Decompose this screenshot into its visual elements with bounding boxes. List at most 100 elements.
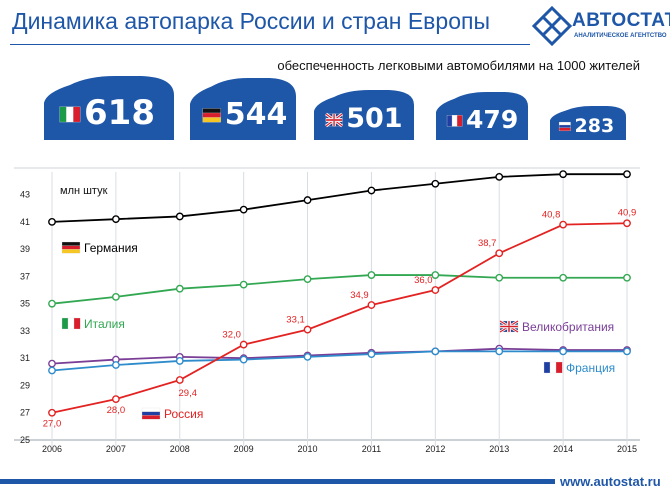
- data-point: [111, 395, 120, 404]
- series-франция: [48, 347, 631, 375]
- germany-flag: [61, 241, 81, 254]
- x-tick-label: 2012: [425, 444, 445, 454]
- legend-label-россия: Россия: [164, 407, 203, 421]
- y-tick-label: 37: [20, 271, 30, 281]
- data-point: [303, 325, 312, 334]
- data-point: [48, 299, 56, 308]
- data-point: [48, 408, 56, 417]
- uk-flag: [325, 112, 344, 128]
- series-line: [51, 347, 627, 365]
- data-point: [559, 347, 568, 356]
- series-line: [51, 274, 627, 305]
- data-point: [431, 286, 440, 294]
- footer-url[interactable]: www.autostat.ru: [560, 474, 661, 489]
- data-point: [111, 361, 120, 369]
- y-axis-label: млн штук: [60, 185, 108, 197]
- data-point: [367, 301, 376, 309]
- data-point: [175, 376, 184, 384]
- title-underline: [10, 44, 530, 45]
- data-label: 38,7: [478, 238, 497, 249]
- car-badge-италия: [44, 76, 174, 140]
- data-point: [431, 347, 440, 356]
- data-label: 27,0: [43, 419, 62, 430]
- france-flag: [543, 361, 563, 374]
- france-flag: [446, 115, 463, 127]
- data-point: [239, 355, 248, 364]
- data-point: [559, 273, 568, 282]
- data-point: [623, 170, 631, 179]
- car-badges: 618 544 501 479 283: [0, 76, 670, 146]
- x-tick-label: 2006: [42, 444, 62, 454]
- legend-label-германия: Германия: [84, 241, 138, 255]
- data-point: [239, 280, 248, 289]
- series-италия: [48, 271, 631, 308]
- logo-tagline: АНАЛИТИЧЕСКОЕ АГЕНТСТВО: [574, 33, 667, 39]
- x-tick-label: 2007: [106, 444, 126, 454]
- data-label: 40,9: [618, 207, 637, 218]
- chart-subtitle: обеспеченность легковыми автомобилями на…: [277, 58, 640, 73]
- x-tick-label: 2009: [234, 444, 254, 454]
- y-tick-label: 35: [20, 299, 30, 309]
- data-label: 36,0: [414, 275, 433, 286]
- data-point: [495, 273, 504, 282]
- logo-icon: [532, 6, 572, 46]
- data-point: [239, 205, 248, 214]
- y-tick-label: 27: [20, 408, 30, 418]
- data-point: [623, 219, 631, 228]
- data-point: [48, 217, 56, 226]
- legend-label-великобритания: Великобритания: [522, 320, 614, 334]
- y-tick-label: 31: [20, 353, 30, 363]
- uk-flag: [499, 319, 519, 334]
- series-line: [51, 350, 627, 372]
- car-value-германия: 544: [224, 96, 288, 132]
- data-label: 40,8: [542, 210, 561, 221]
- data-point: [495, 249, 504, 258]
- data-point: [495, 173, 504, 181]
- data-point: [431, 179, 440, 188]
- y-tick-label: 41: [20, 217, 30, 227]
- data-label: 32,0: [222, 330, 241, 341]
- data-point: [431, 271, 440, 279]
- y-tick-label: 39: [20, 244, 30, 254]
- russia-flag: [141, 407, 161, 420]
- data-label: 28,0: [107, 405, 126, 416]
- data-point: [48, 359, 56, 368]
- data-point: [623, 273, 631, 282]
- germany-flag: [202, 108, 221, 123]
- data-point: [111, 292, 120, 301]
- data-label: 34,9: [350, 290, 369, 301]
- x-tick-label: 2015: [617, 444, 637, 454]
- series-россия: 27,0 28,0 29,4 32,0 33,1 34,9 36,0 38,7 40,8 40,9: [43, 207, 637, 429]
- page-title: Динамика автопарка России и стран Европы: [12, 8, 490, 34]
- legend-label-италия: Италия: [84, 317, 125, 331]
- data-point: [559, 220, 568, 229]
- data-point: [175, 284, 184, 293]
- data-point: [367, 186, 376, 195]
- car-value-италия: 618: [84, 93, 155, 134]
- data-point: [623, 347, 631, 356]
- y-tick-label: 33: [20, 326, 30, 336]
- car-badge-франция: [436, 92, 528, 140]
- data-point: [495, 347, 504, 356]
- data-point: [367, 271, 376, 279]
- y-tick-label: 25: [20, 435, 30, 445]
- logo-name: АВТОСТАТ: [572, 10, 670, 31]
- footer-bar: [0, 479, 555, 484]
- series-line: [51, 222, 628, 414]
- car-value-великобритания: 501: [346, 103, 403, 135]
- x-tick-label: 2010: [298, 444, 318, 454]
- russia-flag: [558, 121, 571, 132]
- y-tick-label: 29: [20, 380, 30, 390]
- car-badge-германия: [190, 78, 296, 140]
- car-shapes: [44, 76, 626, 140]
- car-value-россия: 283: [574, 114, 615, 137]
- italy-flag: [61, 317, 81, 330]
- data-point: [111, 215, 120, 224]
- data-point: [48, 366, 56, 375]
- data-point: [175, 212, 184, 221]
- car-value-франция: 479: [466, 105, 519, 135]
- x-tick-label: 2008: [170, 444, 190, 454]
- x-tick-label: 2011: [362, 444, 381, 454]
